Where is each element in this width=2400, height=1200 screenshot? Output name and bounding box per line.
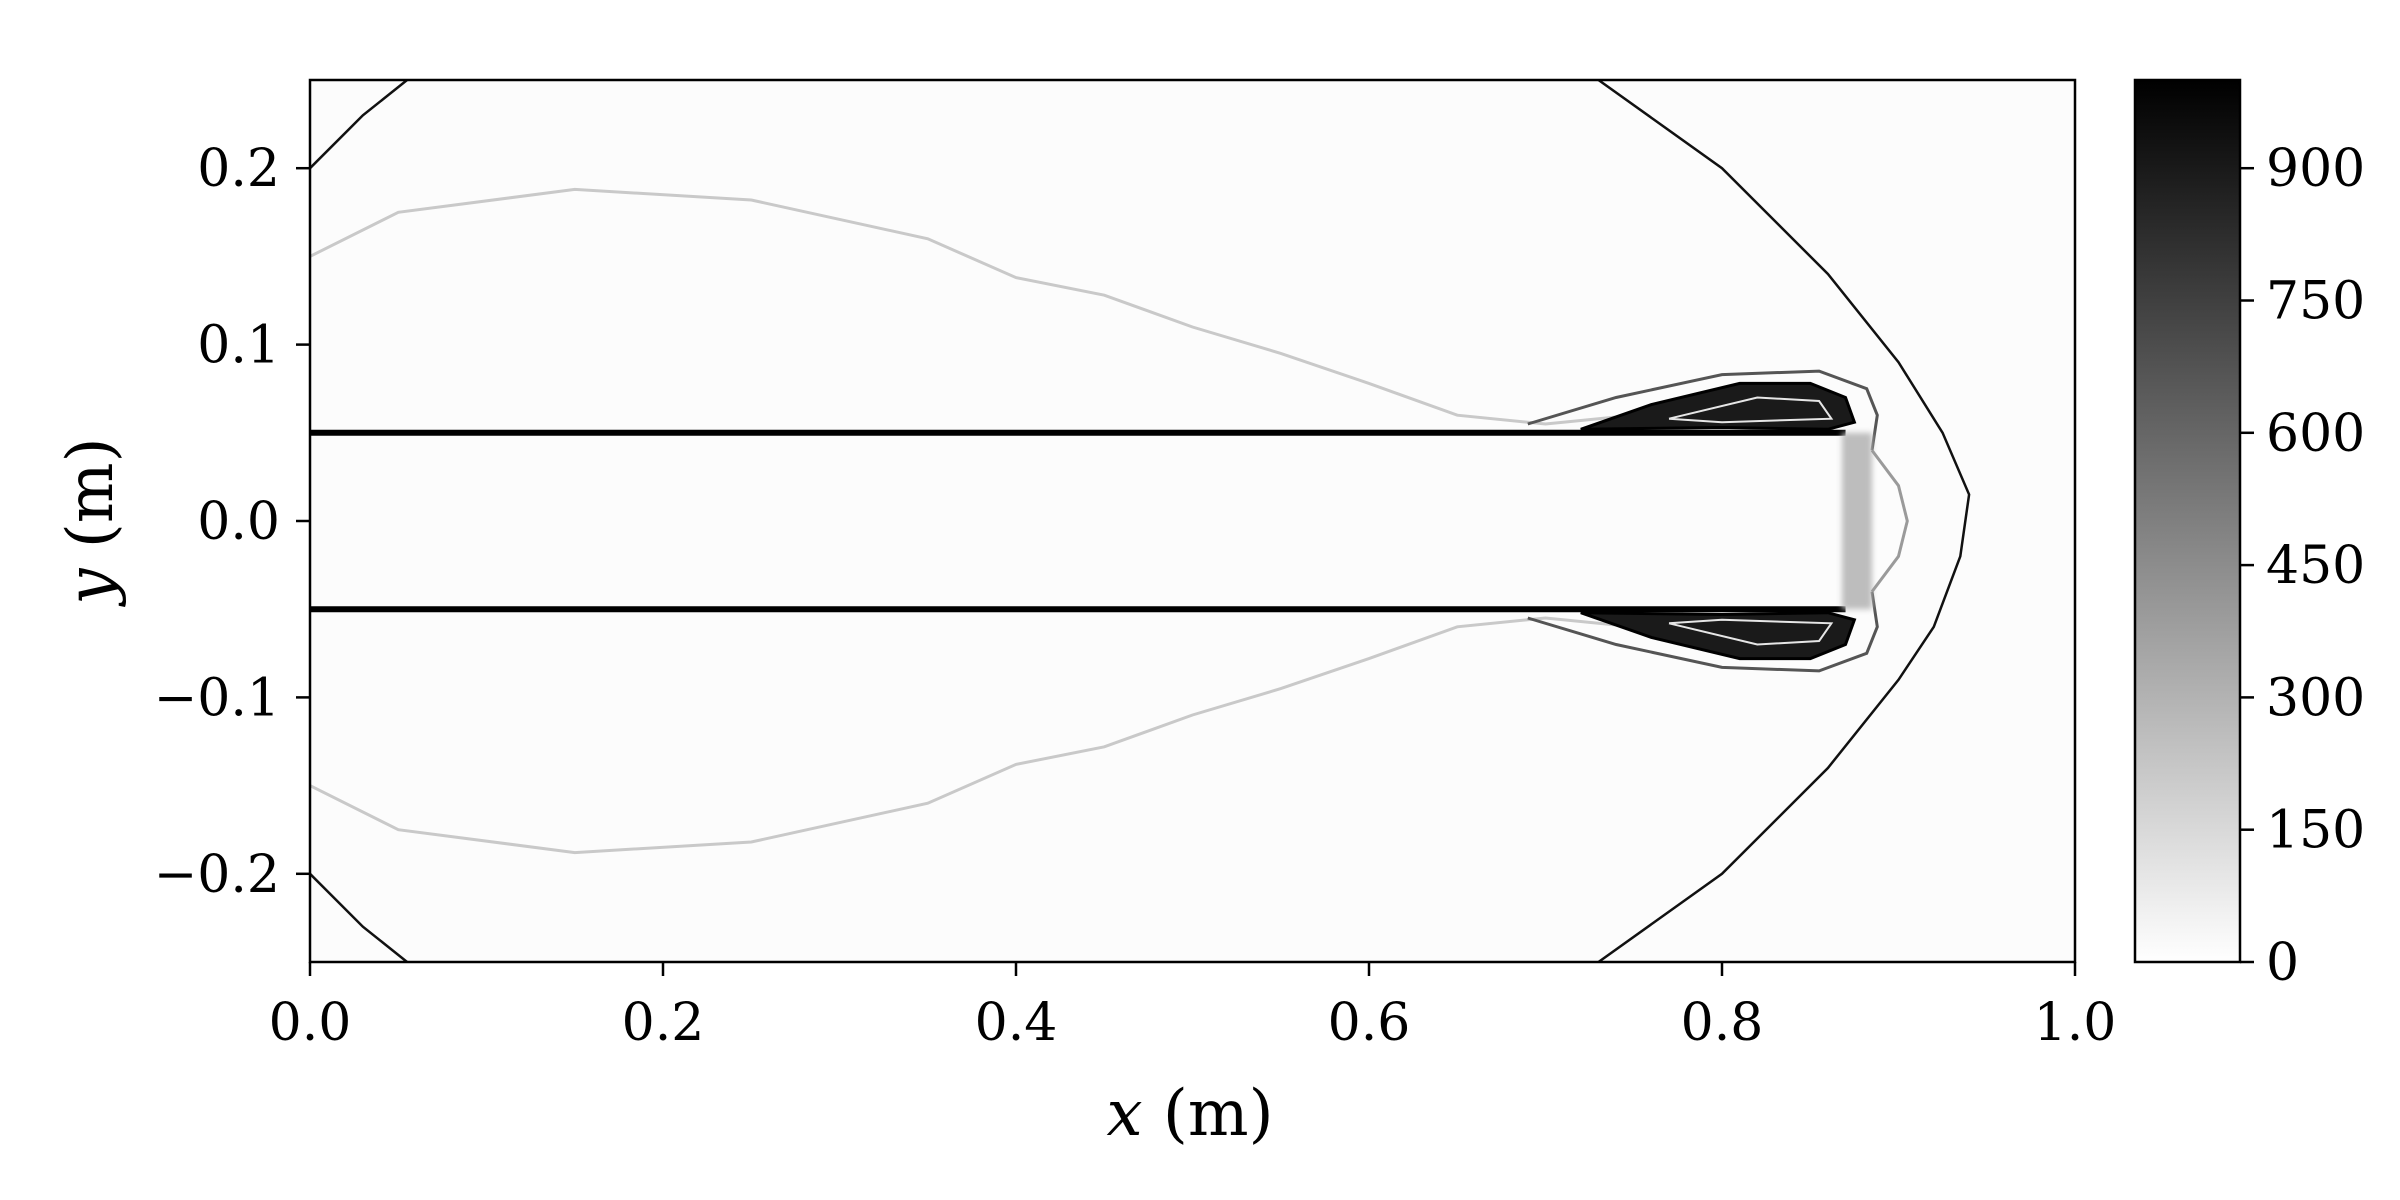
bow-shock — [1597, 80, 1971, 962]
x-tick-label: 0.4 — [975, 993, 1058, 1053]
x-tick-label: 0.0 — [269, 993, 352, 1053]
x-tick-label: 0.2 — [622, 993, 705, 1053]
head-shear-layer-upper — [1527, 369, 1879, 451]
colorbar-tick-label: 0 — [2266, 933, 2299, 993]
y-tick-label: 0.1 — [197, 316, 280, 376]
colorbar-tick-label: 900 — [2266, 139, 2365, 199]
y-axis: 0.2 0.1 0.0 −0.1 −0.2 — [154, 139, 310, 905]
x-tick-label: 0.8 — [1681, 993, 1764, 1053]
x-tick-label: 0.6 — [1328, 993, 1411, 1053]
left-shock-lower — [310, 872, 408, 962]
contact-surface-upper — [310, 187, 1634, 426]
colorbar-tick-label: 750 — [2266, 272, 2365, 332]
plot-background — [310, 80, 2075, 962]
jet-head-front — [1870, 449, 1909, 593]
x-axis-label: x (m) — [1106, 1077, 1273, 1151]
x-tick-label: 1.0 — [2034, 993, 2117, 1053]
x-axis: 0.0 0.2 0.4 0.6 0.8 1.0 — [269, 962, 2117, 1053]
mach-disk — [1842, 432, 1873, 610]
y-tick-label: 0.2 — [197, 139, 280, 199]
colorbar-tick-label: 150 — [2266, 801, 2365, 861]
contact-surface-lower — [310, 616, 1634, 855]
colorbar-tick-label: 450 — [2266, 536, 2365, 596]
y-axis-label: y (m) — [54, 437, 128, 607]
colorbar-tick-label: 300 — [2266, 668, 2365, 728]
y-tick-label: −0.2 — [154, 845, 280, 905]
y-tick-label: −0.1 — [154, 668, 280, 728]
plot-area — [308, 78, 2077, 964]
colorbar-tick-label: 600 — [2266, 404, 2365, 464]
vortex-filament-upper — [1668, 396, 1834, 424]
vortex-filament-lower — [1668, 618, 1834, 646]
left-shock-upper — [310, 80, 408, 170]
y-tick-label: 0.0 — [197, 492, 280, 552]
density-field — [310, 80, 1971, 962]
colorbar: 0 150 300 450 600 750 900 — [2133, 78, 2365, 993]
head-shear-layer-lower — [1527, 591, 1879, 673]
colorbar-ticks: 0 150 300 450 600 750 900 — [2240, 139, 2365, 993]
colorbar-gradient — [2133, 78, 2242, 964]
